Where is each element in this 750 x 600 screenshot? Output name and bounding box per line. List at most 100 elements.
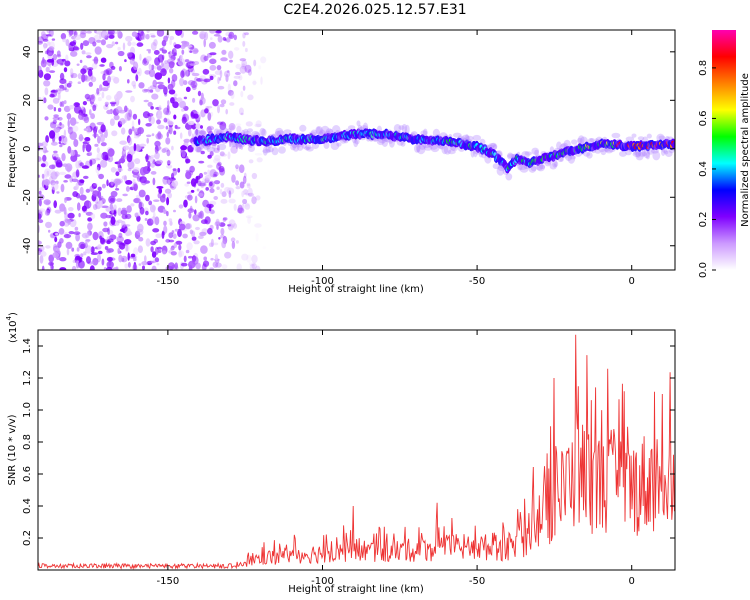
noise-blob [69, 131, 77, 140]
colorbar-ticks: 0.0 0.2 0.4 0.6 0.8 [698, 60, 716, 278]
noise-blob [117, 160, 121, 169]
noise-blob [93, 157, 101, 161]
noise-blob [218, 237, 221, 240]
noise-blob [213, 180, 221, 185]
noise-blob [235, 240, 239, 244]
noise-blob [191, 47, 199, 55]
noise-blob [77, 73, 82, 80]
noise-blob [248, 262, 256, 267]
noise-blob [182, 114, 186, 121]
noise-blob [217, 105, 220, 114]
noise-blob [240, 145, 243, 150]
ridge-halo [452, 132, 462, 138]
noise-blob [104, 101, 109, 106]
ridge-halo [519, 166, 529, 173]
noise-blob [78, 241, 86, 249]
noise-blob [63, 100, 67, 105]
noise-blob [135, 74, 139, 82]
noise-blob [220, 57, 228, 62]
noise-blob [119, 242, 126, 250]
noise-blob [244, 32, 249, 36]
noise-blob [118, 254, 123, 263]
noise-blob [68, 105, 75, 110]
noise-blob [132, 264, 138, 270]
noise-blob [70, 149, 76, 157]
ridge-halo [336, 142, 342, 147]
noise-blob [38, 142, 44, 147]
noise-blob [60, 62, 64, 66]
noise-blob [138, 118, 141, 126]
noise-blob [194, 209, 197, 215]
noise-blob [99, 84, 103, 92]
ridge-halo [479, 138, 486, 146]
noise-blob [127, 252, 130, 261]
noise-blob [230, 125, 235, 130]
noise-blob [52, 53, 58, 61]
noise-blob [146, 218, 154, 226]
noise-blob [108, 195, 116, 204]
noise-blob [185, 86, 191, 93]
noise-blob [144, 255, 147, 263]
noise-blob [215, 30, 222, 34]
noise-blob [123, 148, 126, 154]
noise-blob [185, 158, 191, 164]
snr-y-label: SNR (10 * v/v) [7, 414, 18, 485]
ridge-halo [347, 125, 356, 130]
noise-blob [157, 54, 164, 63]
noise-blob [38, 190, 42, 195]
noise-blob [168, 232, 174, 239]
snr-scale-base: (x104) [5, 312, 19, 343]
noise-blob [230, 237, 236, 242]
noise-blob [165, 125, 169, 130]
noise-blob [187, 191, 192, 195]
noise-blob [82, 40, 90, 47]
noise-blob [199, 210, 204, 219]
ridge-halo [330, 141, 340, 150]
noise-blob [76, 257, 83, 260]
noise-blob [133, 257, 137, 262]
noise-blob [214, 221, 221, 227]
noise-blob [145, 210, 149, 216]
noise-blob [234, 47, 240, 51]
noise-blob [39, 187, 46, 191]
noise-blob [167, 262, 175, 270]
noise-blob [139, 176, 147, 184]
spectrogram-x-ticks: -150 -100 -50 0 [157, 30, 635, 287]
noise-blob [115, 167, 124, 172]
noise-blob [246, 254, 252, 263]
noise-blob [38, 65, 42, 74]
noise-blob [100, 57, 107, 63]
noise-blob [138, 82, 145, 89]
noise-blob [76, 63, 80, 66]
noise-blob [54, 209, 62, 214]
noise-blob [44, 116, 49, 121]
noise-blob [164, 60, 169, 64]
ridge-halo [549, 163, 557, 170]
noise-blob [43, 97, 47, 104]
noise-blob [81, 232, 90, 239]
noise-blob [139, 53, 142, 61]
noise-blob [89, 265, 95, 270]
noise-blob [80, 253, 84, 258]
noise-blob [180, 44, 186, 49]
noise-blob [70, 50, 78, 57]
noise-blob [48, 46, 55, 51]
noise-blob [195, 226, 200, 231]
noise-blob [116, 219, 123, 224]
noise-blob [55, 249, 60, 252]
noise-blob [191, 236, 197, 241]
noise-blob [96, 121, 105, 126]
ridge-halo [645, 151, 651, 160]
noise-blob [192, 214, 200, 222]
noise-blob [168, 239, 175, 243]
noise-blob [170, 247, 175, 251]
noise-blob [106, 157, 110, 161]
snr-series-line [38, 334, 675, 570]
noise-blob [239, 65, 247, 74]
noise-blob [109, 118, 115, 126]
noise-blob [220, 182, 225, 188]
ridge-halo [441, 145, 449, 155]
noise-blob [94, 46, 102, 55]
noise-blob [205, 105, 213, 109]
